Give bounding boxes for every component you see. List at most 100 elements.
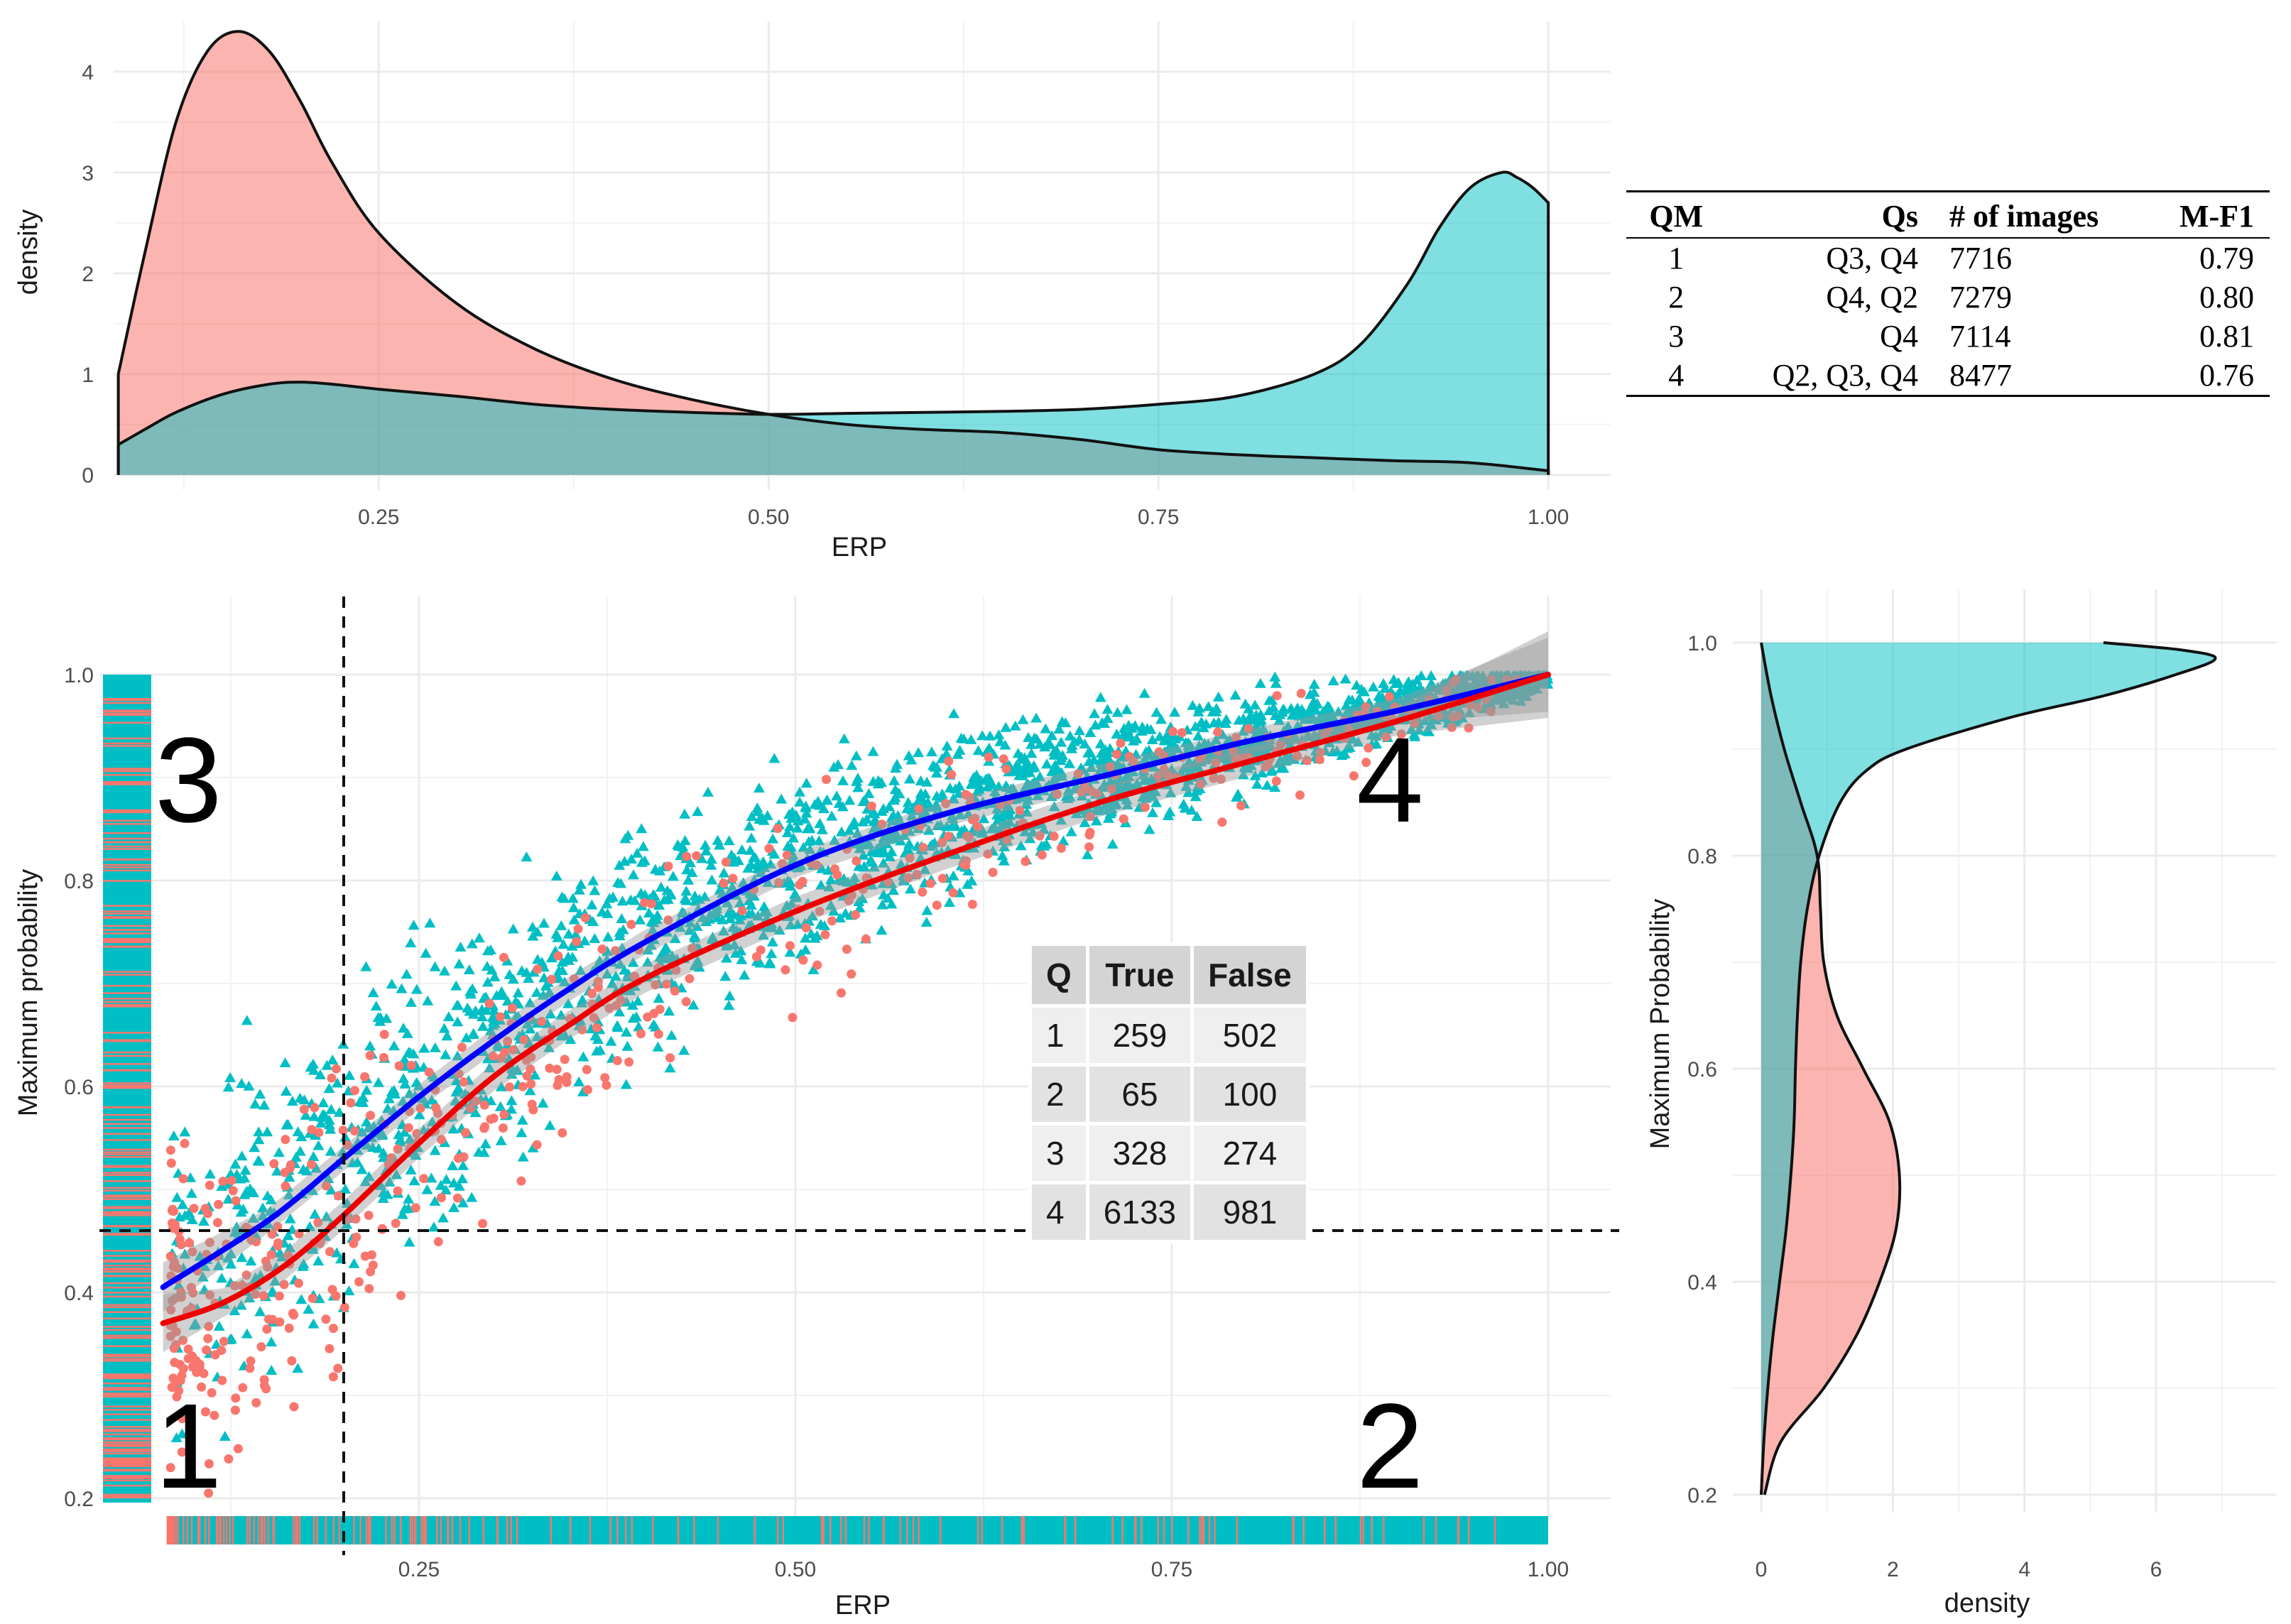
point-false [562, 1072, 572, 1081]
point-false [1447, 722, 1457, 732]
point-false [1015, 806, 1025, 815]
point-true [751, 806, 763, 817]
point-true [888, 775, 900, 785]
point-true [758, 901, 770, 911]
q-cell: 4 [1028, 1181, 1089, 1243]
point-true [902, 797, 914, 807]
qm-cell: 3 [1668, 319, 1685, 354]
point-false [168, 1204, 178, 1214]
point-true [424, 917, 436, 928]
point-false [192, 1368, 202, 1378]
point-true [544, 1120, 556, 1130]
point-true [826, 810, 838, 821]
point-false [437, 1193, 446, 1203]
point-true [448, 1177, 459, 1188]
point-true [1104, 755, 1116, 765]
point-true [1106, 803, 1118, 814]
point-true [1169, 707, 1181, 717]
point-true [295, 1294, 308, 1304]
point-true [523, 973, 535, 983]
point-false [170, 1358, 180, 1368]
point-false [692, 851, 702, 861]
point-true [923, 802, 935, 812]
point-true [666, 950, 678, 961]
point-true [952, 748, 964, 759]
point-true [664, 1062, 676, 1073]
point-true [831, 790, 843, 801]
point-true [764, 922, 776, 932]
point-true [1406, 680, 1418, 690]
point-true [602, 931, 614, 942]
point-true [1237, 769, 1249, 780]
point-true [1046, 765, 1058, 776]
point-true [877, 844, 889, 855]
point-true [976, 730, 989, 741]
point-true [1268, 702, 1280, 712]
point-true [1243, 703, 1255, 714]
point-false [973, 822, 983, 832]
point-true [1111, 707, 1123, 717]
point-false [1106, 784, 1116, 794]
point-true [921, 905, 933, 915]
point-true [1003, 810, 1016, 820]
point-true [814, 818, 826, 828]
point-false [820, 930, 830, 939]
point-false [1272, 691, 1282, 701]
point-true [347, 1157, 359, 1167]
q-cell: 274 [1190, 1122, 1310, 1184]
point-false [636, 1029, 646, 1039]
point-true [236, 1078, 248, 1089]
point-true [1194, 702, 1205, 713]
point-true [815, 879, 827, 890]
point-true [1393, 735, 1405, 746]
point-false [284, 1323, 294, 1333]
point-true [627, 957, 639, 967]
point-true [394, 1136, 406, 1147]
point-false [205, 1180, 214, 1190]
point-false [518, 1081, 528, 1091]
point-true [586, 899, 598, 910]
point-true [269, 1275, 281, 1286]
point-true [521, 966, 533, 977]
point-false [351, 1214, 361, 1224]
point-false [433, 1237, 443, 1247]
point-false [379, 1052, 388, 1062]
point-true [739, 969, 751, 980]
point-true [1074, 725, 1086, 736]
point-true [1035, 840, 1047, 851]
point-false [1084, 830, 1094, 840]
point-true [1304, 689, 1316, 699]
point-false [1271, 776, 1281, 786]
point-true [653, 900, 665, 910]
density-area-true [1761, 643, 2216, 1495]
q-cell: 2 [1028, 1063, 1089, 1126]
point-false [1397, 745, 1407, 755]
point-true [654, 952, 666, 962]
point-false [229, 1281, 239, 1291]
point-true [168, 1130, 180, 1140]
point-false [393, 1144, 403, 1154]
y-tick-label: 0.4 [64, 1282, 94, 1305]
point-false [970, 814, 980, 823]
point-false [593, 982, 603, 992]
point-false [932, 900, 942, 910]
point-true [213, 1321, 225, 1331]
x-tick-label: 0.75 [1138, 506, 1179, 529]
point-true [1266, 694, 1278, 705]
point-false [187, 1247, 197, 1257]
point-true [333, 1106, 345, 1117]
point-true [239, 1165, 251, 1175]
point-true [555, 920, 567, 930]
point-true [650, 1021, 661, 1032]
point-true [1024, 833, 1036, 844]
point-true [919, 863, 931, 874]
point-true [457, 1173, 468, 1184]
point-true [239, 1172, 251, 1183]
point-true [1207, 706, 1219, 716]
point-true [462, 1002, 474, 1013]
point-true [1450, 682, 1462, 693]
point-true [1139, 753, 1151, 763]
point-true [327, 1054, 339, 1064]
point-true [1413, 724, 1425, 735]
point-true [457, 1197, 469, 1208]
